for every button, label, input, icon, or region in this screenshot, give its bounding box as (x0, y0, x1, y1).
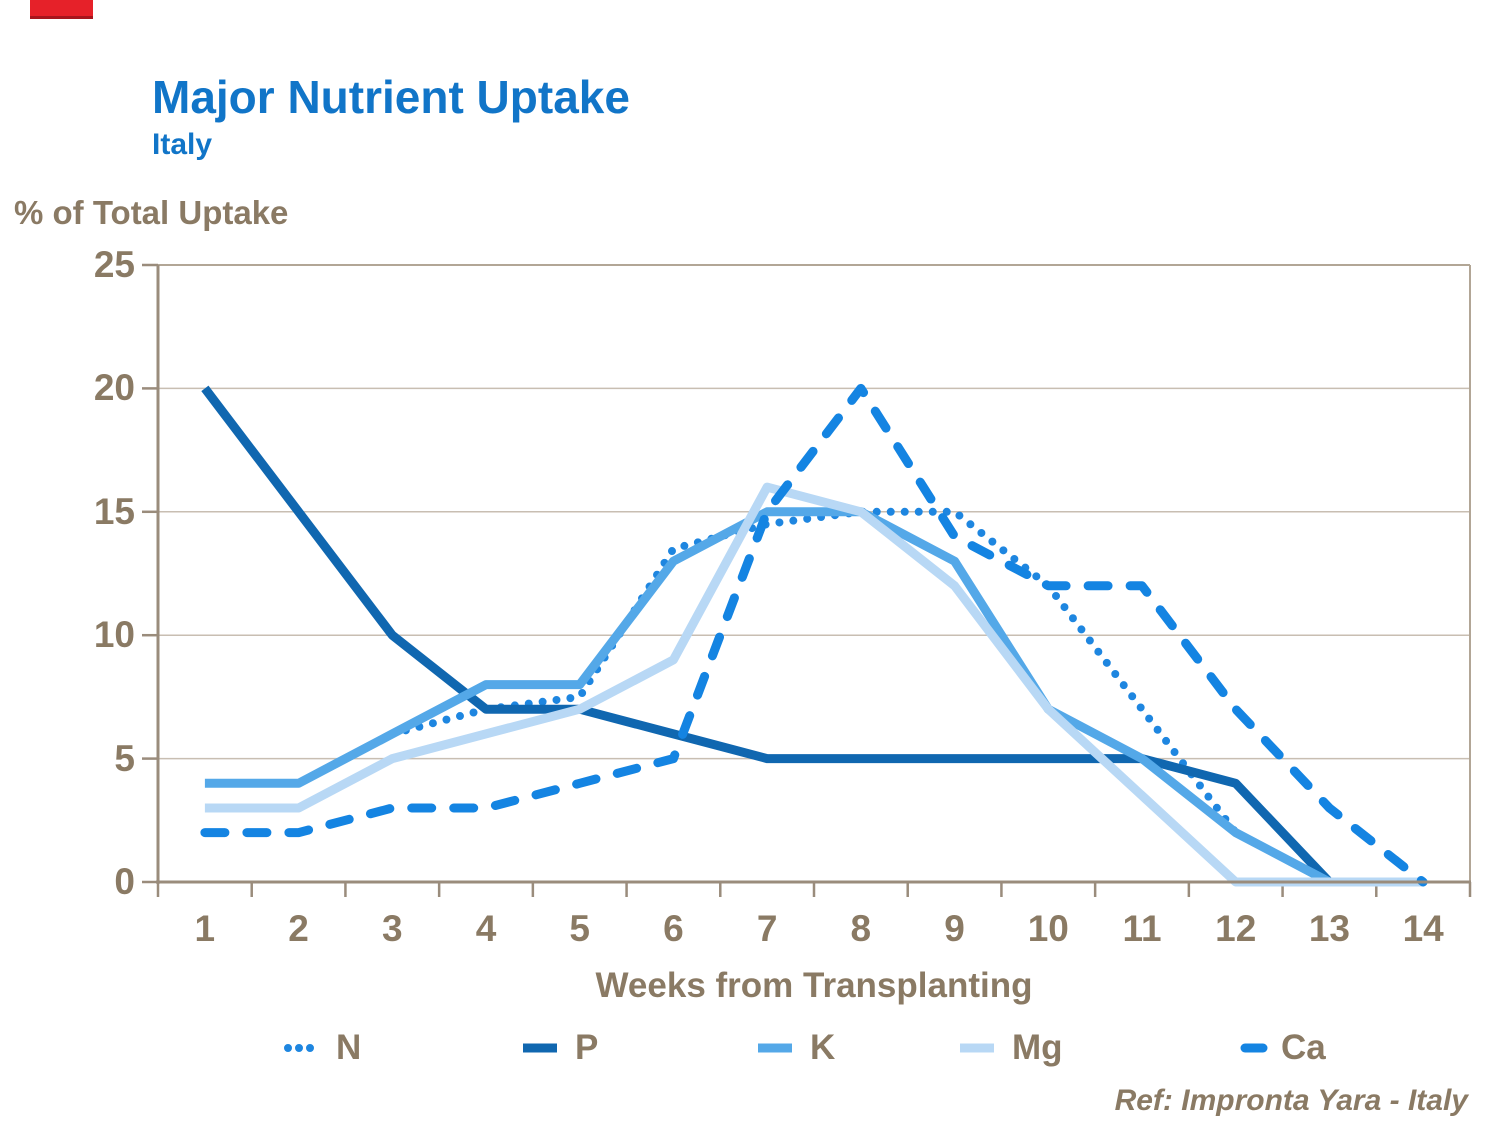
legend-swatch-K (758, 1043, 792, 1053)
x-tick-label: 7 (756, 908, 778, 949)
y-tick-label: 25 (93, 244, 135, 285)
y-tick-label: 15 (93, 490, 135, 532)
y-tick-label: 10 (93, 614, 135, 656)
x-tick-label: 3 (381, 908, 403, 949)
legend-item-K: K (753, 1026, 835, 1070)
legend-swatch-P (523, 1043, 557, 1053)
legend-item-N: N (283, 1026, 361, 1070)
x-tick-label: 13 (1308, 908, 1350, 949)
legend-label-N: N (336, 1028, 362, 1067)
x-tick-label: 4 (475, 908, 497, 949)
y-tick-label: 0 (114, 861, 135, 902)
reference-note: Ref: Impronta Yara - Italy (1114, 1084, 1468, 1117)
y-axis-title: % of Total Uptake (14, 194, 289, 231)
legend-item-Ca: Ca (1240, 1026, 1326, 1070)
legend-label-Mg: Mg (1012, 1028, 1063, 1067)
legend-swatch-N (284, 1044, 322, 1052)
x-axis-title: Weeks from Transplanting (595, 966, 1033, 1005)
y-tick-label: 20 (93, 367, 135, 409)
series-line-Ca (200, 383, 1428, 887)
legend-item-P: P (518, 1026, 598, 1070)
x-tick-label: 11 (1122, 908, 1162, 949)
x-tick-label: 5 (569, 908, 590, 949)
legend-label-P: P (575, 1028, 599, 1067)
series-line-N (388, 507, 1334, 886)
x-tick-label: 12 (1215, 908, 1257, 949)
x-tick-label: 10 (1027, 908, 1069, 949)
series-line-Mg (204, 482, 1424, 887)
x-tick-label: 1 (194, 908, 216, 949)
y-tick-label: 5 (114, 737, 135, 779)
x-tick-label: 9 (944, 908, 965, 949)
legend-swatch-Mg (960, 1043, 994, 1053)
x-tick-label: 8 (850, 908, 872, 949)
x-tick-label: 2 (288, 908, 309, 949)
x-tick-label: 6 (663, 908, 684, 949)
legend-label-Ca: Ca (1281, 1028, 1326, 1067)
legend-item-Mg: Mg (955, 1026, 1063, 1070)
series-line-K (204, 507, 1332, 886)
legend-swatch-Ca (1240, 1043, 1268, 1053)
x-tick-label: 14 (1402, 908, 1444, 949)
page-subtitle: Italy (152, 128, 213, 161)
red-logo-bar (30, 0, 93, 19)
page-title: Major Nutrient Uptake (152, 71, 630, 123)
legend-label-K: K (810, 1028, 836, 1067)
